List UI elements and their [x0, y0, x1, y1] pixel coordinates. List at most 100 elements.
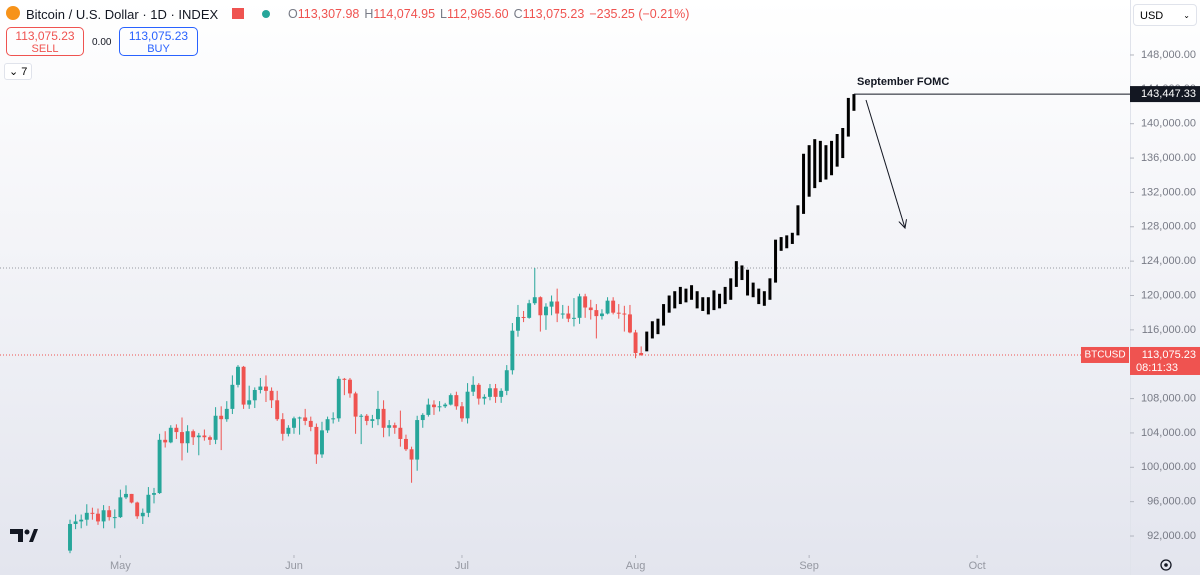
buy-price: 113,075.23	[128, 29, 189, 43]
candle-body	[555, 301, 560, 314]
candle-body	[230, 384, 235, 409]
settings-icon[interactable]	[1160, 559, 1172, 571]
candle-body	[448, 395, 453, 405]
sell-price: 113,075.23	[15, 29, 75, 43]
candle-body	[549, 301, 554, 307]
y-tick-label: 120,000.00	[1141, 289, 1196, 301]
candle-body	[280, 419, 285, 434]
candle-body	[521, 316, 526, 318]
candle-body	[348, 379, 352, 394]
candle-body	[499, 390, 504, 397]
candle-body	[627, 314, 632, 333]
candle-body	[258, 386, 263, 390]
candle-body	[594, 310, 599, 317]
candle-body	[364, 415, 369, 421]
candle-body	[174, 427, 179, 433]
sell-label: SELL	[31, 43, 59, 55]
indicators-toggle[interactable]: ⌄ 7	[4, 63, 32, 80]
candle-body	[404, 438, 408, 450]
symbol-label-bg	[1081, 346, 1129, 363]
arrow	[865, 99, 905, 228]
flag-icon[interactable]	[232, 8, 244, 19]
buy-button[interactable]: 113,075.23 BUY	[119, 27, 198, 56]
tradingview-logo	[10, 529, 38, 542]
candle-body	[314, 426, 319, 455]
candle-body	[79, 519, 84, 522]
candle-body	[443, 404, 448, 407]
candle-body	[236, 366, 240, 385]
symbol-label: BTCUSD	[1084, 350, 1125, 361]
candle-body	[465, 391, 470, 419]
price-label-bg	[1130, 346, 1200, 375]
buy-label: BUY	[147, 43, 170, 55]
candle-body	[331, 418, 336, 420]
candle-body	[269, 390, 274, 401]
sell-button[interactable]: 113,075.23 SELL	[6, 27, 84, 56]
x-tick-label: Aug	[626, 560, 646, 572]
candle-body	[180, 432, 184, 444]
candle-body	[605, 300, 610, 314]
candle-body	[359, 415, 364, 417]
candle-body	[146, 494, 151, 513]
symbol-title[interactable]: Bitcoin / U.S. Dollar · 1D · INDEX	[26, 7, 219, 22]
status-dot	[262, 10, 270, 18]
candle-body	[577, 296, 582, 318]
candle-body	[544, 306, 548, 316]
candle-body	[124, 493, 128, 498]
x-tick-label: Sep	[799, 560, 819, 572]
candle-body	[168, 427, 173, 443]
candle-body	[415, 420, 420, 460]
y-tick-label: 96,000.00	[1147, 496, 1196, 508]
candle-body	[510, 330, 515, 371]
annotation: September FOMC	[857, 76, 949, 88]
candle-body	[275, 400, 280, 420]
candle-body	[286, 427, 291, 434]
candle-body	[252, 389, 257, 401]
candle-body	[476, 384, 481, 399]
candle-body	[336, 378, 341, 419]
candle-body	[432, 404, 436, 408]
candle-body	[381, 408, 386, 428]
candle-body	[196, 435, 201, 438]
candle-body	[353, 393, 358, 417]
candle-body	[454, 395, 459, 407]
y-tick-label: 128,000.00	[1141, 221, 1196, 233]
candle-body	[409, 449, 414, 460]
y-tick-label: 116,000.00	[1142, 324, 1196, 336]
candle-body	[633, 332, 638, 354]
ohlc-value: 114,074.95	[373, 7, 436, 21]
x-tick-label: Oct	[969, 560, 986, 572]
spread: 0.00	[92, 37, 112, 48]
candle-body	[398, 427, 403, 439]
ohlc-key: O	[288, 7, 298, 21]
candle-body	[622, 313, 627, 315]
ohlc-key: C	[513, 7, 523, 21]
target-label-bg	[1130, 86, 1200, 103]
y-tick-label: 148,000.00	[1141, 49, 1196, 61]
countdown-label: 08:11:33	[1136, 362, 1178, 374]
y-tick-label: 100,000.00	[1141, 461, 1196, 473]
candle-body	[135, 502, 140, 517]
candle-body	[185, 431, 190, 444]
candle-body	[308, 420, 313, 427]
candle-body	[460, 406, 464, 419]
candle-body	[482, 396, 487, 399]
currency-select[interactable]: USD ⌄	[1133, 4, 1197, 26]
candle-body	[152, 493, 156, 495]
candle-body	[303, 417, 308, 421]
candle-body	[68, 523, 72, 551]
candle-body	[599, 313, 604, 317]
candle-body	[241, 366, 246, 405]
candle-body	[297, 417, 302, 419]
candle-body	[157, 439, 162, 494]
candle-body	[129, 493, 134, 503]
candle-body	[560, 313, 565, 315]
candle-body	[90, 512, 95, 514]
indicator-count: 7	[21, 66, 28, 78]
candle-body	[107, 510, 112, 518]
candle-body	[437, 406, 442, 408]
candle-body	[247, 400, 252, 405]
y-tick-label: 132,000.00	[1141, 186, 1196, 198]
